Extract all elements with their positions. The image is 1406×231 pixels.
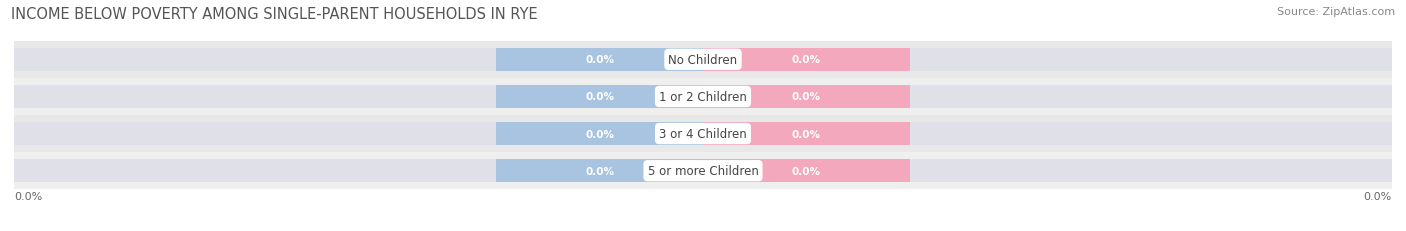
Bar (703, 85, 910, 109)
Bar (703, 49, 910, 72)
Text: 0.0%: 0.0% (792, 129, 821, 139)
Text: 0.0%: 0.0% (585, 129, 614, 139)
Bar (14, 152, 1392, 189)
Bar (14, 122, 1392, 146)
Bar (703, 159, 910, 182)
Text: 0.0%: 0.0% (585, 92, 614, 102)
Bar (496, 122, 703, 146)
Text: Source: ZipAtlas.com: Source: ZipAtlas.com (1277, 7, 1395, 17)
Bar (703, 122, 910, 146)
Text: 0.0%: 0.0% (792, 166, 821, 176)
Text: INCOME BELOW POVERTY AMONG SINGLE-PARENT HOUSEHOLDS IN RYE: INCOME BELOW POVERTY AMONG SINGLE-PARENT… (11, 7, 538, 22)
Bar (496, 85, 703, 109)
Text: 0.0%: 0.0% (585, 55, 614, 65)
Bar (14, 116, 1392, 152)
Bar (14, 85, 1392, 109)
Bar (496, 159, 703, 182)
Text: No Children: No Children (668, 54, 738, 67)
Bar (14, 159, 1392, 182)
Bar (14, 49, 1392, 72)
Text: 0.0%: 0.0% (792, 92, 821, 102)
Text: 0.0%: 0.0% (1364, 191, 1392, 201)
Bar (496, 49, 703, 72)
Text: 0.0%: 0.0% (792, 55, 821, 65)
Text: 0.0%: 0.0% (14, 191, 42, 201)
Bar (14, 42, 1392, 79)
Text: 1 or 2 Children: 1 or 2 Children (659, 91, 747, 103)
Bar (14, 79, 1392, 116)
Text: 5 or more Children: 5 or more Children (648, 164, 758, 177)
Text: 0.0%: 0.0% (585, 166, 614, 176)
Text: 3 or 4 Children: 3 or 4 Children (659, 128, 747, 140)
